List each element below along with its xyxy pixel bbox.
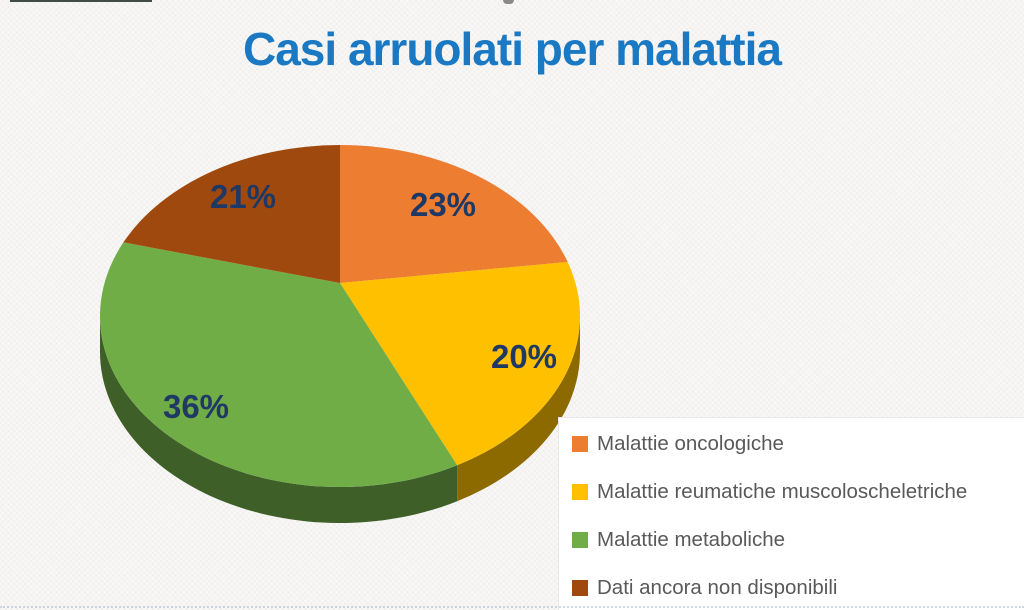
legend-item-label: Malattie metaboliche — [597, 528, 786, 551]
pie-slice-malattie-metaboliche — [100, 242, 458, 487]
bottom-dotted-border — [0, 606, 1024, 608]
pie-side-malattie-reumatiche-muscoloscheletriche — [457, 316, 580, 502]
legend-swatch-icon — [572, 484, 588, 500]
legend-item-label: Malattie reumatiche muscoloscheletriche — [597, 480, 968, 503]
pie-slice-malattie-reumatiche-muscoloscheletriche — [340, 261, 580, 466]
legend-swatch-icon — [572, 436, 588, 452]
pie-slice-dati-ancora-non-disponibili — [123, 145, 340, 283]
legend-item: Malattie oncologiche — [572, 420, 1024, 468]
chart-legend: Malattie oncologiche Malattie reumatiche … — [558, 417, 1024, 610]
legend-item-label: Malattie oncologiche — [597, 432, 784, 455]
data-label-dati-ancora-non-disponibili: 21% — [209, 178, 277, 215]
data-label-malattie-reumatiche-muscoloscheletriche: 20% — [490, 338, 558, 375]
legend-swatch-icon — [572, 580, 588, 596]
data-label-malattie-metaboliche: 36% — [162, 388, 230, 425]
data-label-malattie-oncologiche: 23% — [409, 186, 477, 223]
pie-slice-malattie-oncologiche — [340, 145, 568, 283]
legend-item-label: Dati ancora non disponibili — [597, 576, 838, 599]
cropped-artifact-top-center — [503, 0, 514, 4]
legend-item: Malattie reumatiche muscoloscheletriche — [572, 468, 1024, 516]
legend-swatch-icon — [572, 532, 588, 548]
legend-item: Malattie metaboliche — [572, 516, 1024, 564]
chart-title: Casi arruolati per malattia — [243, 23, 782, 75]
pie-side-malattie-metaboliche — [100, 316, 458, 523]
legend-item: Dati ancora non disponibili — [572, 564, 1024, 610]
cropped-artifact-top-left — [10, 0, 152, 2]
